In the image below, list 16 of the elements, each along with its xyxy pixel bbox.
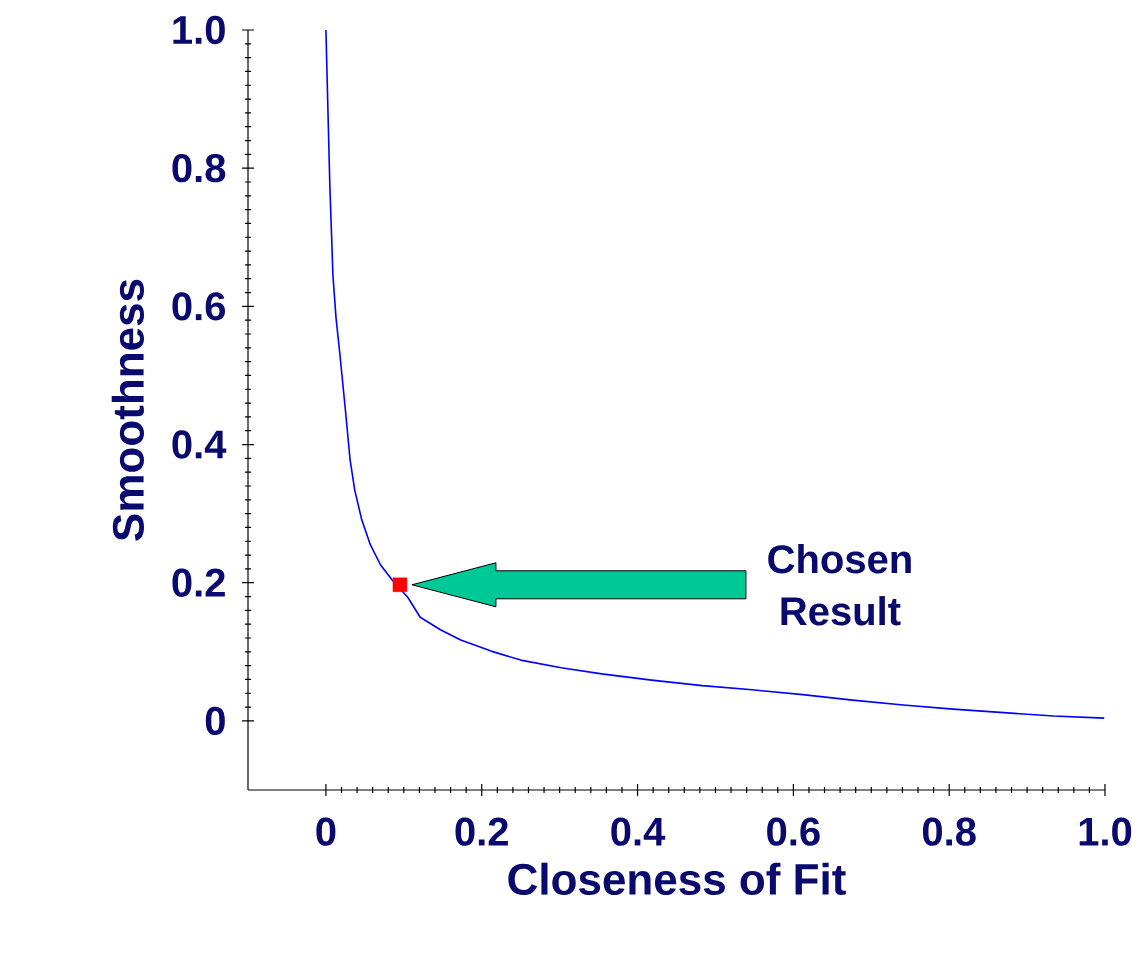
y-tick-label: 0.2: [172, 568, 225, 597]
x-tick-label: 0.8: [922, 817, 976, 846]
x-tick-label: 0.6: [767, 817, 820, 846]
y-tick-label: 1.0: [173, 15, 225, 45]
annotation: Chosen Result: [768, 544, 911, 626]
y-tick-label: 0.6: [172, 292, 226, 321]
x-tick-label: 0.4: [611, 817, 666, 846]
line-series: [325, 29, 1106, 719]
y-tick-label: 0.4: [172, 430, 227, 459]
y-tick-label: 0: [205, 706, 225, 736]
y-axis-title: Smoothness: [111, 279, 144, 541]
x-tick-label: 1.0: [1079, 817, 1132, 846]
x-tick-label: 0.2: [455, 817, 508, 846]
y-tick-label: 0.8: [172, 154, 226, 183]
x-axis-title: Closeness of Fit: [508, 862, 846, 896]
x-tick-label: 0: [316, 817, 336, 846]
